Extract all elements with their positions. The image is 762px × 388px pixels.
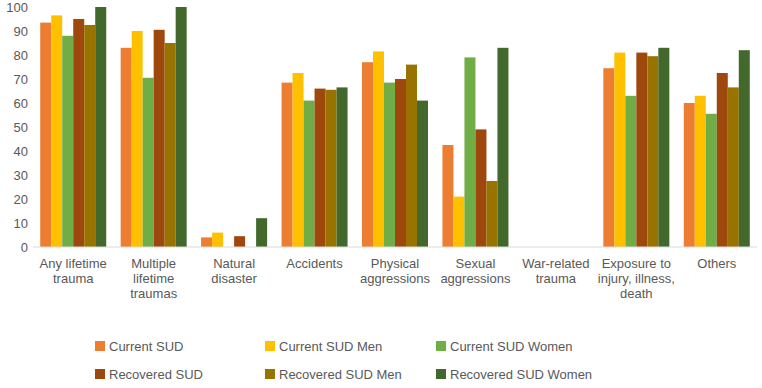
y-tick-label: 30 [14,168,28,183]
x-tick-label-line: death [620,286,653,301]
chart: 0102030405060708090100Any lifetimetrauma… [0,0,762,388]
legend-label: Recovered SUD Women [450,367,592,382]
x-tick-label-line: lifetime [133,271,174,286]
bar [337,87,348,247]
legend-swatch [436,341,446,351]
bar [234,236,245,247]
y-tick-label: 100 [6,0,28,15]
bar [132,31,143,247]
x-tick-label-line: injury, illness, [598,271,675,286]
x-tick-label: Multiplelifetimetraumas [130,256,177,301]
bar [625,96,636,247]
legend-swatch [436,369,446,379]
bar [395,79,406,247]
x-tick-label-line: Exposure to [602,256,671,271]
x-tick-label-line: Accidents [286,256,343,271]
bar [73,19,84,247]
bar [315,89,326,247]
bar [453,197,464,247]
bar [62,36,73,247]
bar [442,145,453,247]
bar [121,48,132,247]
y-tick-label: 80 [14,48,28,63]
x-tick-label: Naturaldisaster [211,256,257,286]
bar [684,103,695,247]
bar [326,90,337,247]
y-tick-label: 70 [14,72,28,87]
x-tick-label: Accidents [286,256,343,271]
y-tick-label: 50 [14,120,28,135]
bar [362,62,373,247]
x-tick-label-line: Natural [213,256,255,271]
bar [739,50,750,247]
x-tick-label: Exposure toinjury, illness,death [598,256,675,301]
x-axis-line [33,247,757,248]
bar [51,15,62,247]
bar [256,218,267,247]
bar [475,129,486,247]
bar [373,51,384,247]
bar [603,68,614,247]
y-tick-label: 10 [14,216,28,231]
bar [154,30,165,247]
x-tick-label: Sexualaggressions [440,256,511,286]
bar [143,78,154,247]
x-tick-label: Any lifetimetrauma [40,256,107,286]
legend-swatch [265,341,275,351]
bar [212,233,223,247]
x-tick-label-line: Multiple [131,256,176,271]
x-tick-label-line: Physical [371,256,420,271]
x-tick-label-line: disaster [211,271,257,286]
x-tick-label-line: traumas [130,286,177,301]
x-tick-label: Physicalaggressions [360,256,431,286]
bars [40,7,750,247]
x-tick-label-line: aggressions [360,271,431,286]
x-tick-label-line: trauma [53,271,94,286]
bar [717,73,728,247]
bar [464,57,475,247]
y-tick-label: 90 [14,24,28,39]
legend-swatch [95,341,105,351]
x-tick-label-line: Any lifetime [40,256,107,271]
legend-label: Recovered SUD Men [279,367,402,382]
x-tick-label-line: Sexual [456,256,496,271]
legend-label: Current SUD Men [279,339,382,354]
legend-label: Current SUD Women [450,339,573,354]
x-tick-label: Others [697,256,737,271]
bar [486,181,497,247]
legend-label: Current SUD [109,339,183,354]
bar [706,114,717,247]
y-tick-label: 0 [21,240,28,255]
x-tick-label-line: Others [697,256,737,271]
bar [95,7,106,247]
x-tick-label-line: War-related [522,256,589,271]
bar [293,73,304,247]
y-tick-label: 60 [14,96,28,111]
x-tick-label-line: aggressions [440,271,511,286]
bar [282,83,293,247]
legend-swatch [95,369,105,379]
bar [40,23,51,247]
bar [728,87,739,247]
bar [384,83,395,247]
bar [658,48,669,247]
bar [695,96,706,247]
bar [304,101,315,247]
bar [176,7,187,247]
y-tick-label: 40 [14,144,28,159]
bar [417,101,428,247]
bar [636,53,647,247]
legend-label: Recovered SUD [109,367,203,382]
bar [165,43,176,247]
bar [497,48,508,247]
bar [614,53,625,247]
bar [647,56,658,247]
bar [406,65,417,247]
bar [84,25,95,247]
bar [201,237,212,247]
x-tick-label-line: trauma [536,271,577,286]
legend-swatch [265,369,275,379]
y-tick-label: 20 [14,192,28,207]
x-tick-label: War-relatedtrauma [522,256,589,286]
